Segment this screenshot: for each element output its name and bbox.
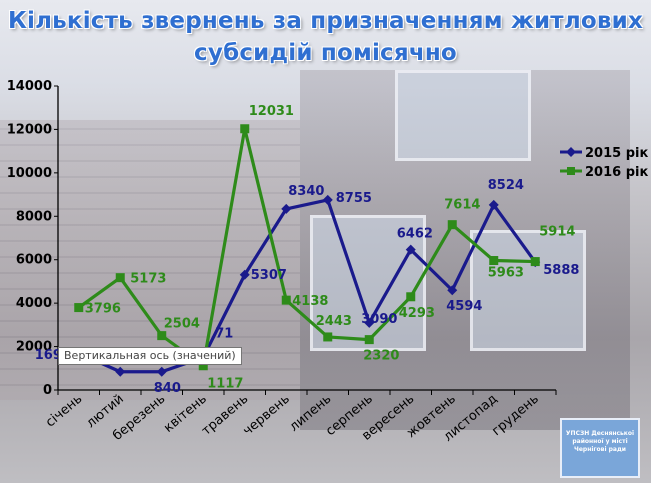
chart-axes: 02000400060008000100001200014000січеньлю… bbox=[7, 79, 557, 445]
data-point-2016 bbox=[198, 361, 208, 371]
data-label: 4293 bbox=[399, 306, 435, 321]
series-line-2016 bbox=[77, 127, 536, 368]
data-point-2016 bbox=[281, 295, 291, 305]
y-tick-label: 8000 bbox=[16, 209, 52, 224]
legend-label: 2015 рік bbox=[585, 146, 648, 161]
data-label: 4594 bbox=[446, 299, 482, 314]
legend-label: 2016 рік bbox=[585, 165, 648, 180]
data-label: 7614 bbox=[444, 198, 480, 213]
y-tick-label: 2000 bbox=[16, 340, 52, 355]
data-point-2016 bbox=[74, 303, 84, 313]
data-label: 8755 bbox=[336, 191, 372, 206]
data-label: 3796 bbox=[85, 302, 121, 317]
x-tick-label: червень bbox=[240, 392, 292, 439]
data-point-2015 bbox=[322, 194, 333, 205]
data-point-2016 bbox=[406, 292, 416, 302]
data-label: 5888 bbox=[543, 263, 579, 278]
data-label: 840 bbox=[154, 381, 181, 396]
data-label: 2320 bbox=[363, 349, 399, 364]
data-label: 3090 bbox=[361, 312, 397, 327]
data-point-2016 bbox=[323, 332, 333, 342]
y-tick-label: 10000 bbox=[7, 166, 52, 181]
background-window bbox=[395, 70, 531, 161]
data-label: 6462 bbox=[397, 227, 433, 242]
background-window bbox=[310, 215, 426, 351]
data-point-2015 bbox=[405, 244, 416, 255]
data-point-2016 bbox=[489, 256, 499, 266]
data-point-2016 bbox=[240, 124, 250, 134]
data-point-2015 bbox=[488, 199, 499, 210]
y-tick-label: 14000 bbox=[7, 79, 52, 94]
series-line-2015 bbox=[78, 198, 537, 374]
data-label: 1117 bbox=[207, 377, 243, 392]
data-point-2016 bbox=[364, 335, 374, 345]
data-point-2015 bbox=[156, 366, 167, 377]
y-tick-label: 0 bbox=[43, 383, 52, 398]
data-label: 2504 bbox=[164, 317, 200, 332]
data-label: 5914 bbox=[539, 225, 575, 240]
chart-legend: 2015 рік 2016 рік bbox=[560, 146, 648, 180]
y-tick-label: 6000 bbox=[16, 253, 52, 268]
data-label: 8524 bbox=[488, 178, 524, 193]
data-point-2016 bbox=[447, 220, 457, 230]
legend-marker-diamond bbox=[566, 147, 576, 157]
axis-tooltip: Вертикальная ось (значений) bbox=[58, 347, 242, 365]
chart-series bbox=[73, 124, 541, 377]
data-label: 5963 bbox=[488, 266, 524, 281]
y-tick-label: 12000 bbox=[7, 122, 52, 137]
chart-title-line-1: Кількість звернень за призначенням житло… bbox=[8, 8, 643, 34]
data-point-2016 bbox=[157, 331, 167, 341]
chart-title-line-2: субсидій помісячно bbox=[194, 40, 457, 66]
data-point-2015 bbox=[281, 203, 292, 214]
legend-marker-square bbox=[567, 167, 575, 175]
data-point-2015 bbox=[239, 269, 250, 280]
data-point-2015 bbox=[447, 285, 458, 296]
data-point-2015 bbox=[115, 366, 126, 377]
data-label: 5307 bbox=[251, 268, 287, 283]
y-tick-label: 4000 bbox=[16, 296, 52, 311]
organization-stamp: УПСЗН Деснянської районної у місті Черні… bbox=[560, 418, 640, 478]
data-point-2015 bbox=[364, 317, 375, 328]
data-label: 4138 bbox=[292, 294, 328, 309]
data-point-2016 bbox=[530, 257, 540, 267]
data-label: 2443 bbox=[316, 314, 352, 329]
data-point-2016 bbox=[115, 273, 125, 283]
data-label: 12031 bbox=[249, 104, 294, 119]
x-tick-label: грудень bbox=[489, 392, 541, 439]
data-label: 5173 bbox=[130, 272, 166, 287]
data-label: 71 bbox=[215, 326, 233, 341]
data-label: 8340 bbox=[288, 184, 324, 199]
